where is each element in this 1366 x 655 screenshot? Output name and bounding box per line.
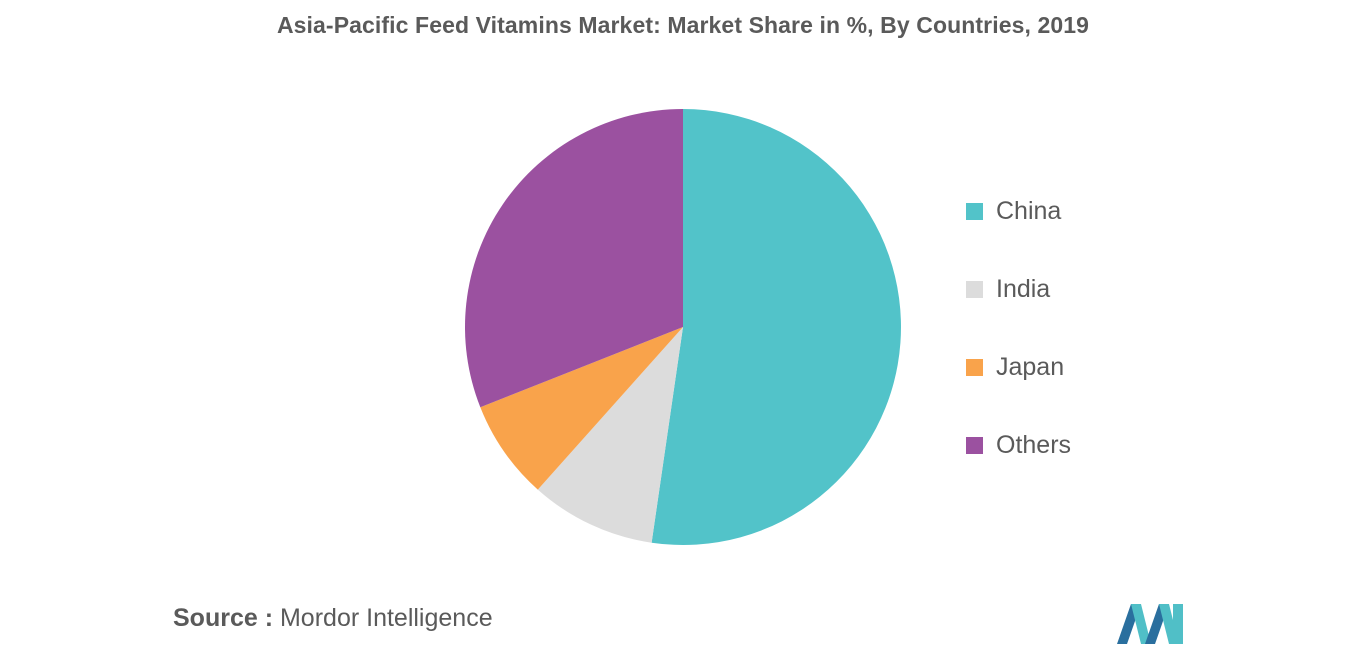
- legend-item-china: China: [966, 190, 1226, 232]
- chart-title: Asia-Pacific Feed Vitamins Market: Marke…: [276, 12, 1090, 38]
- legend: China India Japan Others: [966, 190, 1226, 502]
- legend-label-india: India: [996, 274, 1051, 303]
- pie-slice-china: [651, 109, 901, 545]
- legend-label-japan: Japan: [996, 352, 1065, 381]
- pie-slice-india: [537, 327, 683, 543]
- pie-slice-japan: [480, 327, 683, 490]
- legend-item-india: India: [966, 268, 1226, 310]
- legend-label-china: China: [996, 196, 1062, 225]
- mordor-intelligence-logo-icon: [1117, 604, 1183, 644]
- legend-swatch-others: [966, 436, 983, 454]
- legend-item-others: Others: [966, 424, 1226, 466]
- legend-swatch-china: [966, 202, 983, 220]
- legend-swatch-india: [966, 280, 983, 298]
- pie-slices: [465, 109, 901, 545]
- legend-swatch-japan: [966, 358, 983, 376]
- pie-slice-others: [465, 109, 683, 408]
- source-note: Source : Mordor Intelligence: [173, 604, 493, 633]
- legend-label-others: Others: [996, 430, 1072, 459]
- source-key: Source :: [173, 604, 274, 632]
- legend-item-japan: Japan: [966, 346, 1226, 388]
- source-value: Mordor Intelligence: [279, 604, 493, 632]
